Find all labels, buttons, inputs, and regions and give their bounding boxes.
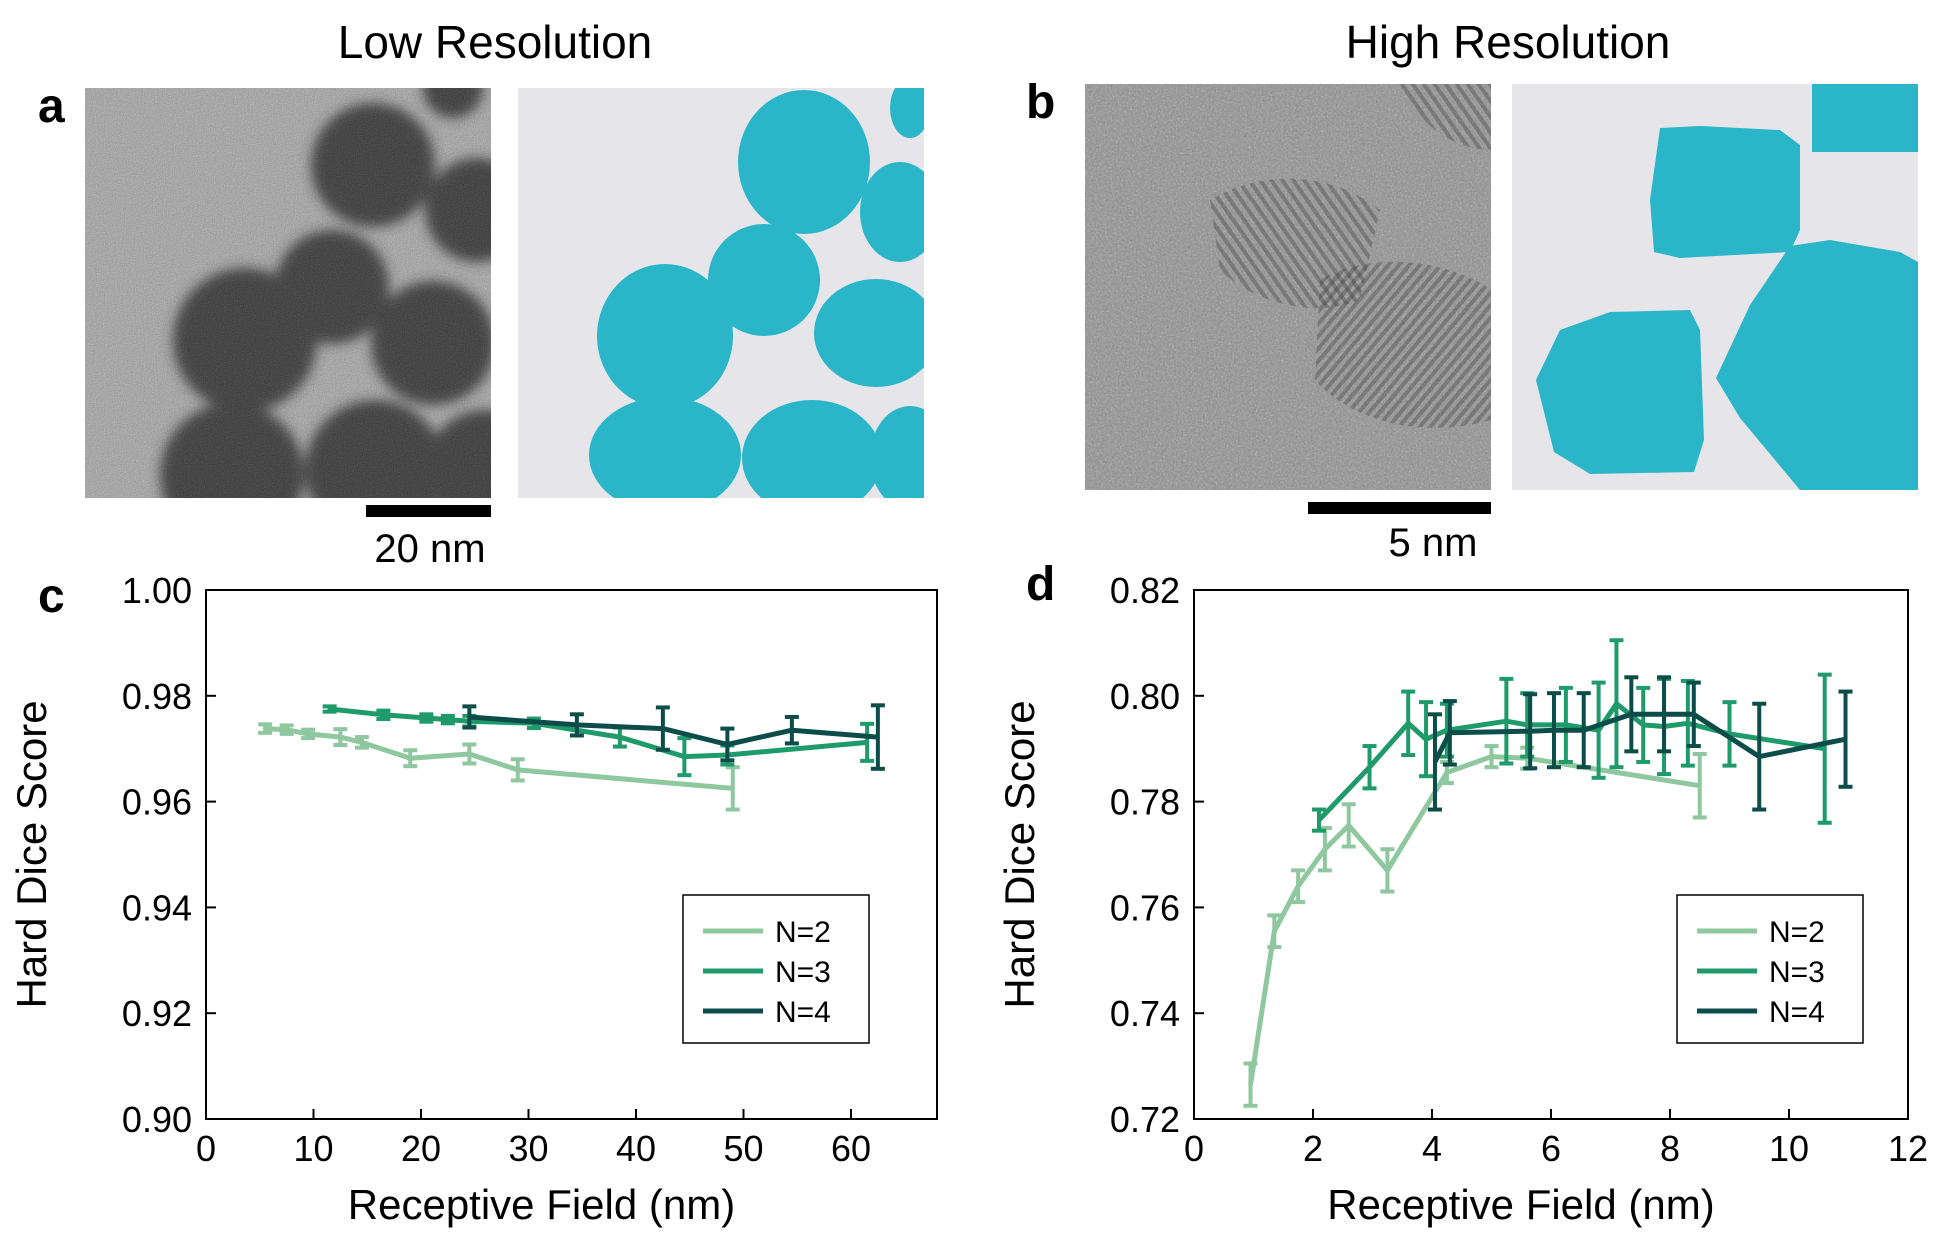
series-line-N2 (1251, 757, 1700, 1085)
y-tick-label: 0.72 (1110, 1099, 1180, 1140)
panel-c-letter: c (38, 570, 65, 623)
x-tick-label: 60 (831, 1128, 871, 1169)
legend-label-N3: N=3 (1769, 956, 1825, 989)
panel-b-title: High Resolution (1346, 16, 1671, 68)
x-tick-label: 12 (1888, 1128, 1928, 1169)
x-tick-label: 40 (616, 1128, 656, 1169)
error-bar-N3-1 (1363, 746, 1377, 788)
error-bar-N3-2 (1401, 692, 1415, 755)
chart-c: 0 10 20 30 40 50 60 0.90 0.92 0.94 0.96 0.98 1.00 Rec… (8, 570, 937, 1228)
legend: N=2 N=3 N=4 (1677, 895, 1863, 1043)
y-tick-label: 0.82 (1110, 570, 1180, 611)
legend-label-N4: N=4 (775, 996, 831, 1029)
error-bar-N2-5 (1380, 849, 1394, 891)
scale-bar-b (1308, 502, 1491, 514)
x-tick-label: 0 (196, 1128, 216, 1169)
panel-a-title: Low Resolution (338, 16, 653, 68)
error-bar-N2-0 (1244, 1063, 1258, 1105)
x-axis-label: Receptive Field (nm) (348, 1181, 735, 1228)
tem-image-low-res (85, 58, 545, 547)
x-tick-label: 10 (1769, 1128, 1809, 1169)
y-tick-label: 1.00 (122, 570, 192, 611)
x-tick-label: 20 (401, 1128, 441, 1169)
x-tick-label: 2 (1303, 1128, 1323, 1169)
y-tick-label: 0.78 (1110, 782, 1180, 823)
error-bar-N2-4 (1342, 804, 1356, 846)
segmentation-mask-high-res (1512, 84, 1918, 490)
x-tick-label: 30 (508, 1128, 548, 1169)
series-line-N4 (469, 717, 878, 745)
series-N2-group (258, 724, 740, 809)
panel-b-letter: b (1026, 76, 1055, 129)
legend-label-N2: N=2 (1769, 916, 1825, 949)
y-tick-label: 0.96 (122, 782, 192, 823)
x-tick-label: 8 (1660, 1128, 1680, 1169)
legend-label-N3: N=3 (775, 956, 831, 989)
series-N4-group (462, 705, 885, 768)
y-axis-label: Hard Dice Score (996, 700, 1043, 1008)
panel-d-letter: d (1026, 558, 1055, 611)
x-axis-label: Receptive Field (nm) (1327, 1181, 1714, 1228)
tem-image-high-res (1085, 84, 1491, 490)
series-N2-group (1244, 746, 1707, 1106)
x-tick-label: 50 (723, 1128, 763, 1169)
series-N3-group (1312, 640, 1832, 830)
scale-label-b: 5 nm (1389, 521, 1478, 565)
y-tick-label: 0.98 (122, 676, 192, 717)
y-axis-label: Hard Dice Score (8, 700, 55, 1008)
y-tick-label: 0.90 (122, 1099, 192, 1140)
y-tick-label: 0.80 (1110, 676, 1180, 717)
legend: N=2 N=3 N=4 (683, 895, 869, 1043)
x-tick-label: 4 (1422, 1128, 1442, 1169)
y-tick-label: 0.92 (122, 993, 192, 1034)
x-tick-label: 0 (1184, 1128, 1204, 1169)
y-tick-label: 0.74 (1110, 993, 1180, 1034)
error-bar-N3-9 (1609, 640, 1623, 767)
y-tick-label: 0.76 (1110, 887, 1180, 928)
legend-label-N2: N=2 (775, 916, 831, 949)
scale-label-a: 20 nm (374, 527, 485, 571)
segmentation-mask-low-res (518, 78, 950, 516)
legend-label-N4: N=4 (1769, 996, 1825, 1029)
x-tick-label: 6 (1541, 1128, 1561, 1169)
chart-d: 0 2 4 6 8 10 12 0.72 0.74 0.76 0.78 0.80 0.82 Recepti… (996, 570, 1928, 1228)
x-tick-label: 10 (293, 1128, 333, 1169)
scale-bar-a (366, 505, 491, 517)
error-bar-N2-3 (1318, 828, 1332, 870)
panel-a-letter: a (38, 80, 65, 133)
y-tick-label: 0.94 (122, 887, 192, 928)
